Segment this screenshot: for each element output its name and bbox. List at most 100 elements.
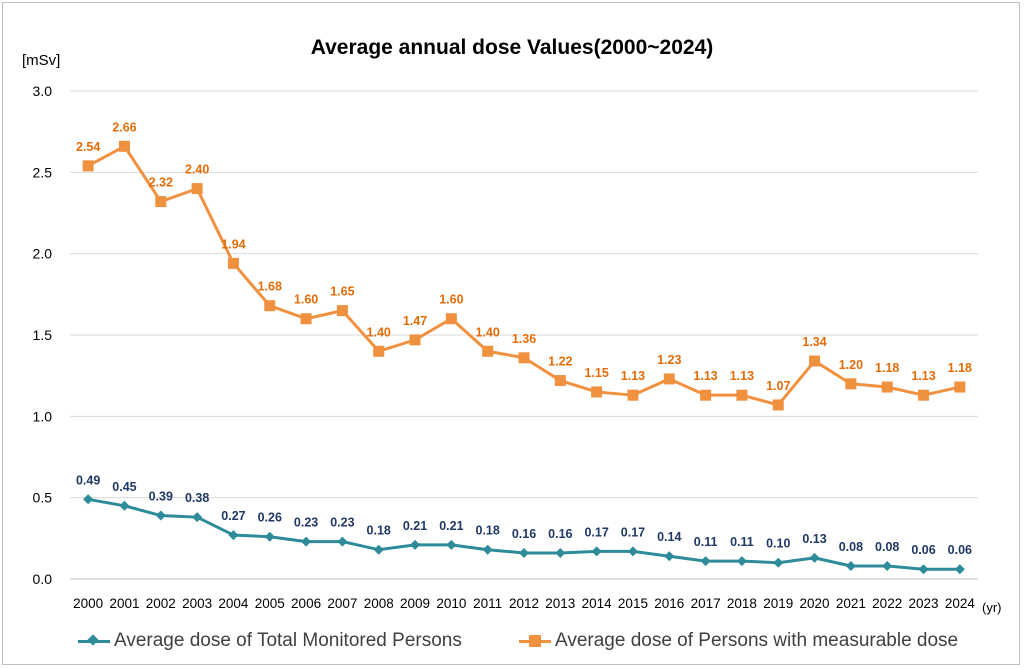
- series-line: [87, 144, 961, 407]
- data-point: [373, 345, 385, 357]
- data-label: 1.13: [911, 369, 935, 383]
- x-tick-label: 2024: [945, 596, 976, 611]
- x-tick-label: 2018: [727, 596, 757, 611]
- data-label: 0.21: [403, 519, 427, 533]
- data-point: [300, 313, 312, 325]
- data-point: [191, 183, 203, 195]
- data-label: 0.27: [221, 509, 245, 523]
- data-point: [882, 560, 893, 571]
- data-label: 0.23: [294, 516, 318, 530]
- y-tick-label: 2.0: [33, 246, 53, 262]
- legend-item-measurable: Average dose of Persons with measurable …: [519, 630, 958, 652]
- x-tick-label: 2022: [872, 596, 902, 611]
- data-label: 2.32: [149, 176, 173, 190]
- data-label: 1.18: [875, 361, 899, 375]
- data-label: 0.13: [802, 532, 826, 546]
- data-label: 1.40: [367, 325, 391, 339]
- data-point: [518, 352, 530, 364]
- data-point: [918, 389, 930, 401]
- data-label: 0.49: [76, 473, 100, 487]
- data-point: [845, 378, 857, 390]
- data-label: 1.20: [839, 358, 863, 372]
- x-tick-label: 2005: [255, 596, 285, 611]
- data-label: 0.45: [112, 480, 136, 494]
- x-tick-label: 2001: [109, 596, 139, 611]
- x-tick-label: 2006: [291, 596, 321, 611]
- data-label: 0.23: [330, 516, 354, 530]
- data-label: 1.13: [621, 369, 645, 383]
- data-point: [482, 544, 493, 555]
- x-tick-label: 2012: [509, 596, 539, 611]
- y-tick-label: 0.5: [33, 490, 53, 506]
- data-point: [337, 536, 348, 547]
- square-marker-icon: [529, 634, 541, 647]
- data-label: 1.13: [693, 369, 717, 383]
- x-tick-label: 2014: [582, 596, 613, 611]
- data-point: [373, 544, 384, 555]
- data-label: 0.10: [766, 537, 790, 551]
- y-tick-label: 1.5: [33, 327, 53, 343]
- data-point: [881, 381, 893, 393]
- data-label: 1.60: [294, 293, 318, 307]
- data-point: [192, 512, 203, 523]
- data-point: [918, 564, 929, 575]
- x-tick-label: 2023: [908, 596, 938, 611]
- data-point: [83, 494, 94, 505]
- x-tick-label: 2004: [218, 596, 249, 611]
- data-point: [264, 300, 276, 312]
- data-point: [591, 386, 603, 398]
- x-tick-label: 2013: [545, 596, 575, 611]
- data-label: 0.17: [584, 525, 608, 539]
- legend-line-measurable: [519, 634, 551, 647]
- data-point: [119, 500, 130, 511]
- data-point: [845, 560, 856, 571]
- y-tick-label: 2.5: [33, 164, 53, 180]
- data-point: [482, 345, 494, 357]
- data-point: [301, 536, 312, 547]
- data-label: 0.08: [839, 540, 863, 554]
- data-point: [809, 552, 820, 563]
- data-label: 0.39: [149, 490, 173, 504]
- x-tick-label: 2019: [763, 596, 793, 611]
- data-point: [336, 305, 348, 317]
- data-label: 1.23: [657, 353, 681, 367]
- data-label: 0.11: [694, 535, 718, 549]
- x-tick-label: 2003: [182, 596, 212, 611]
- x-tick-label: 2010: [436, 596, 466, 611]
- data-point: [627, 546, 638, 557]
- x-tick-label: 2002: [146, 596, 176, 611]
- data-label: 0.18: [476, 524, 500, 538]
- x-tick-label: 2008: [364, 596, 394, 611]
- x-axis-unit: (yr): [982, 600, 1002, 615]
- data-label: 2.66: [112, 120, 136, 134]
- data-point: [554, 375, 566, 387]
- data-point: [663, 373, 675, 385]
- data-point: [555, 547, 566, 558]
- data-label: 1.13: [730, 369, 754, 383]
- data-label: 0.06: [911, 543, 935, 557]
- data-point: [228, 530, 239, 541]
- x-tick-label: 2007: [327, 596, 357, 611]
- data-point: [627, 389, 639, 401]
- data-label: 0.18: [367, 524, 391, 538]
- legend-line-total: [78, 633, 110, 646]
- x-tick-label: 2011: [473, 596, 502, 611]
- y-tick-label: 3.0: [33, 83, 53, 99]
- data-point: [409, 334, 421, 346]
- data-label: 1.07: [766, 379, 790, 393]
- data-label: 1.65: [330, 285, 354, 299]
- data-point: [954, 381, 966, 393]
- data-label: 0.16: [548, 527, 572, 541]
- x-tick-label: 2015: [618, 596, 648, 611]
- x-tick-label: 2017: [691, 596, 721, 611]
- data-label: 0.17: [621, 525, 645, 539]
- data-label: 0.26: [258, 511, 282, 525]
- data-label: 1.47: [403, 314, 427, 328]
- data-point: [445, 313, 457, 325]
- data-point: [700, 556, 711, 567]
- data-label: 1.94: [221, 237, 245, 251]
- x-tick-label: 2021: [836, 596, 866, 611]
- legend-label-total: Average dose of Total Monitored Persons: [114, 630, 462, 651]
- data-point: [227, 257, 239, 269]
